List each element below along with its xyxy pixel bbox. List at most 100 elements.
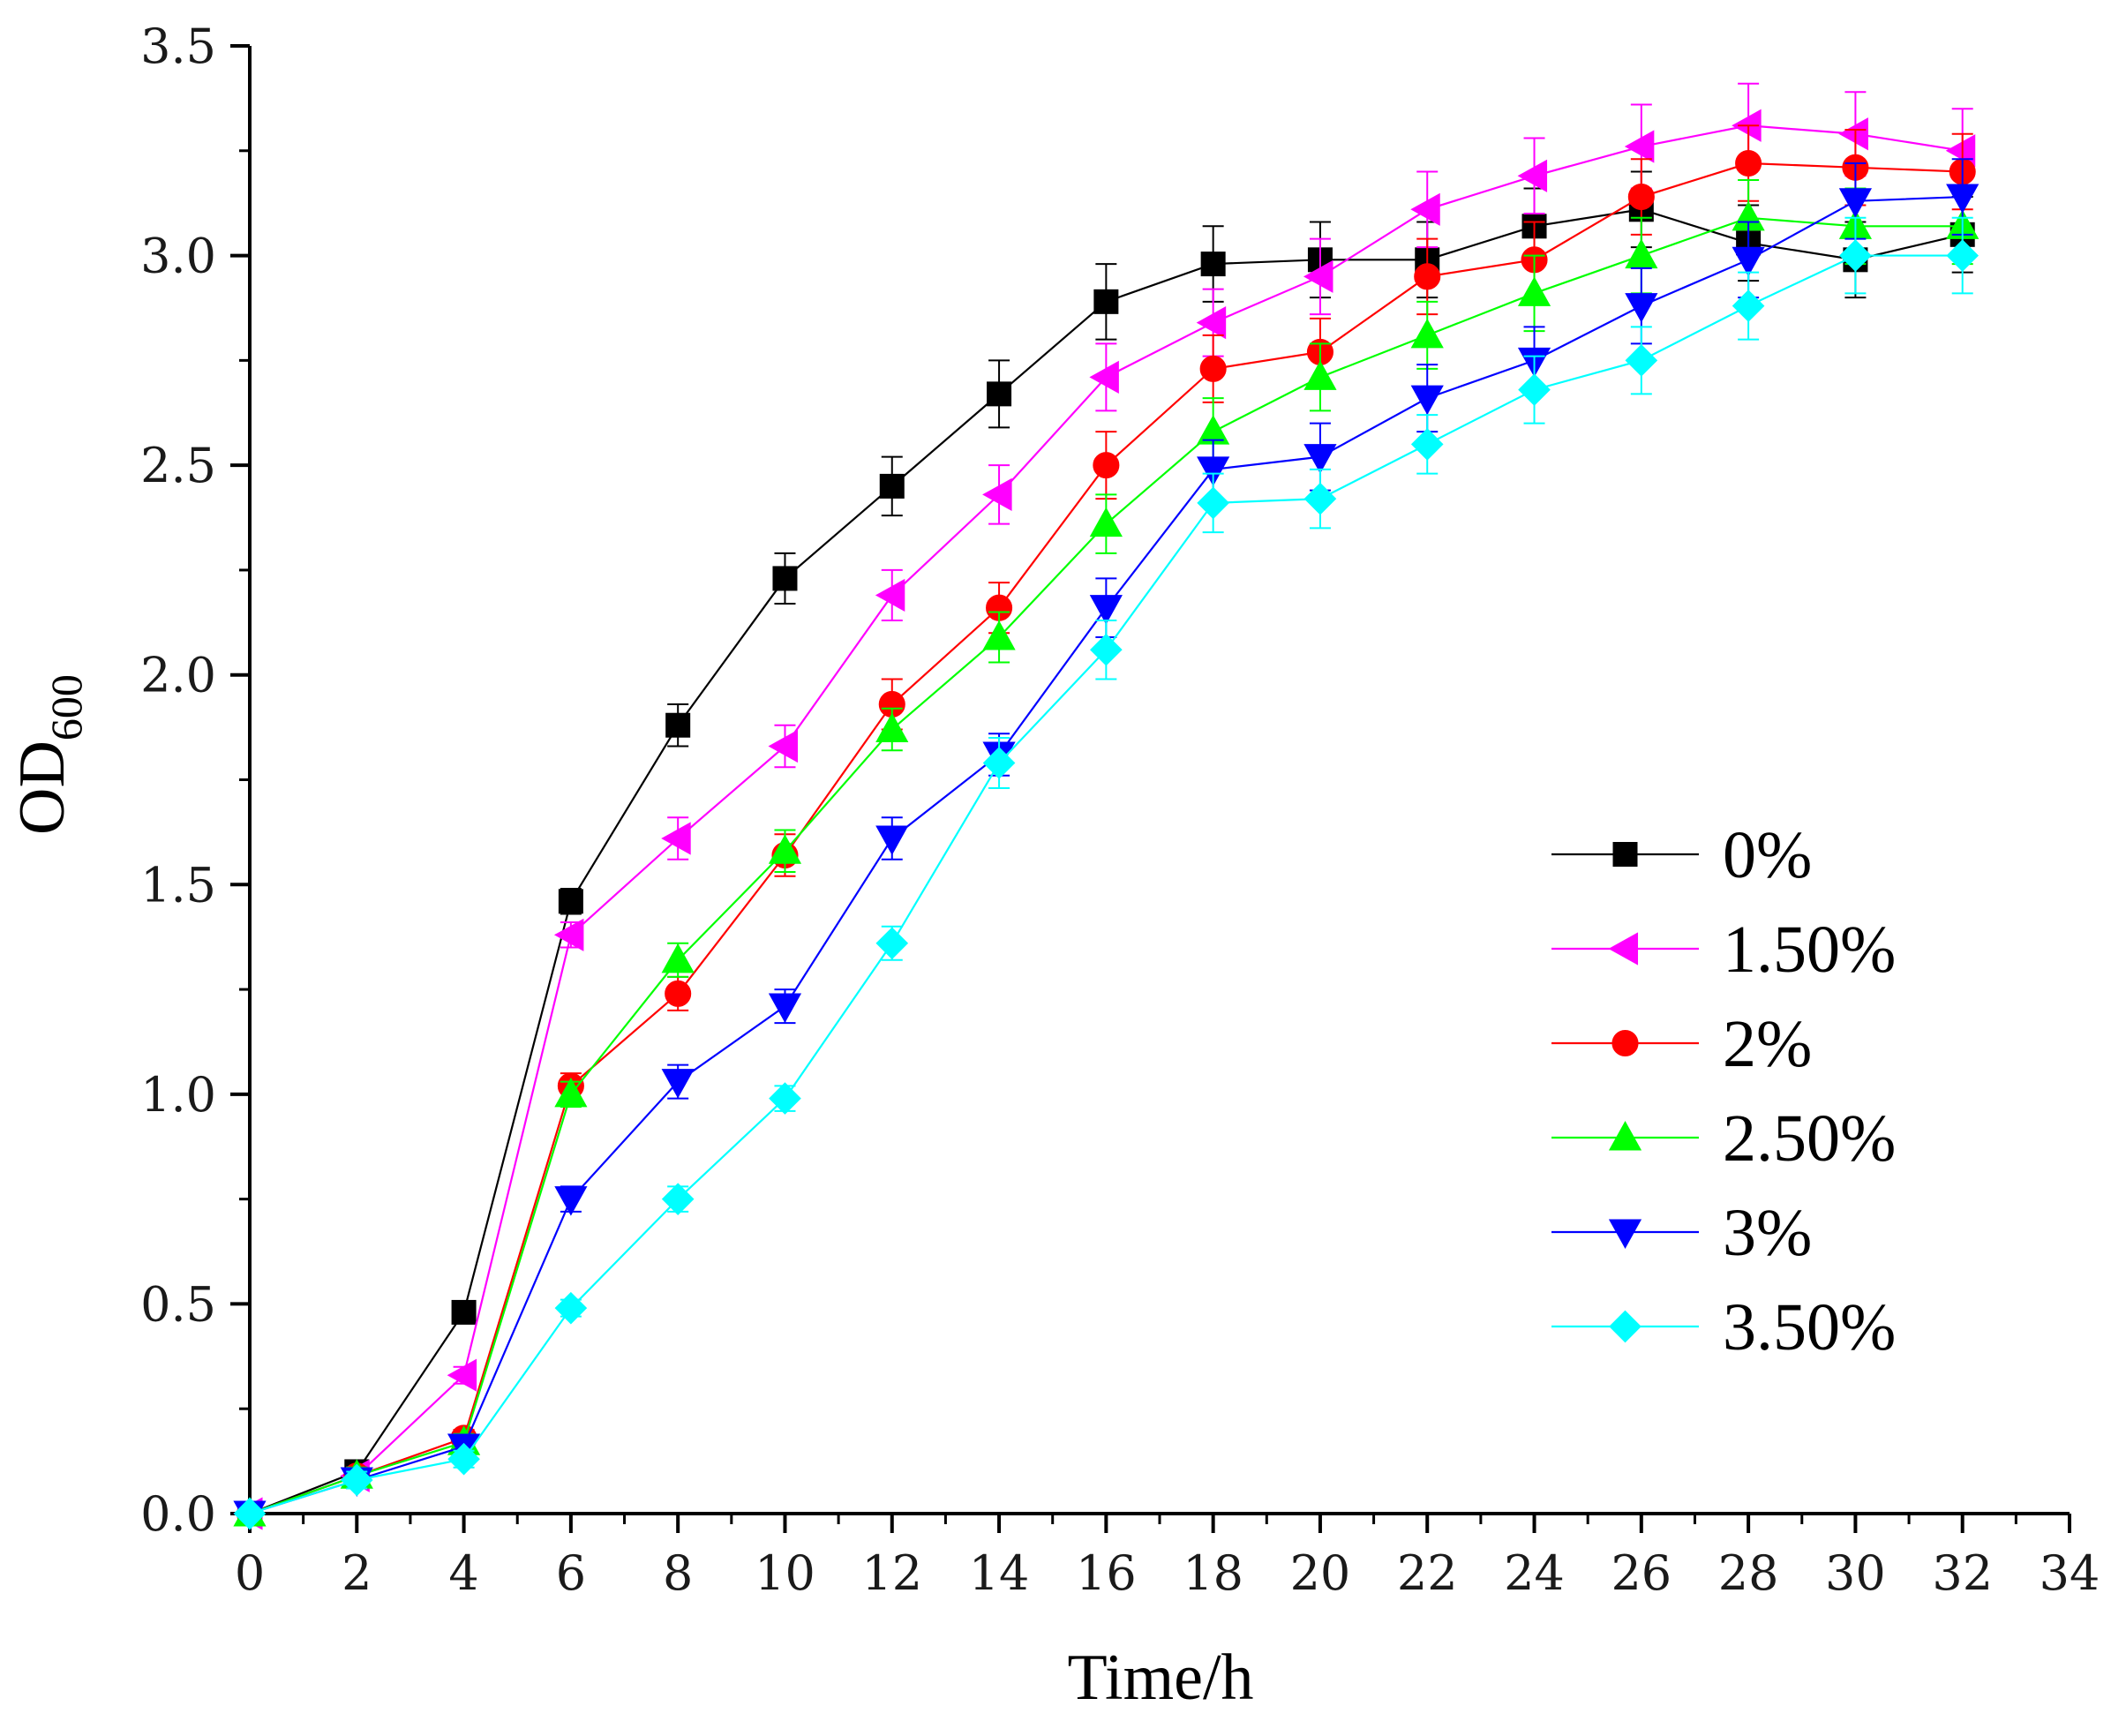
legend-item: 0% — [1551, 818, 1812, 892]
legend-label: 0% — [1723, 818, 1812, 892]
data-point — [447, 1442, 480, 1476]
data-point — [1093, 452, 1120, 479]
x-tick-label: 28 — [1718, 1545, 1779, 1601]
legend-label: 1.50% — [1723, 913, 1896, 987]
data-point — [554, 1186, 588, 1216]
y-axis-title: OD600 — [6, 674, 91, 835]
data-point — [1946, 184, 1980, 214]
legend-marker — [1611, 1029, 1639, 1057]
data-point — [875, 578, 905, 612]
data-point — [1838, 188, 1873, 218]
data-point — [1627, 184, 1655, 211]
data-point — [233, 1497, 267, 1530]
y-tick-label: 0.0 — [140, 1486, 216, 1542]
data-point — [1518, 373, 1551, 406]
x-tick-label: 20 — [1290, 1545, 1351, 1601]
series-3-50 — [233, 216, 1980, 1530]
legend-item: 2.50% — [1551, 1101, 1896, 1176]
data-point — [665, 712, 691, 738]
y-axis-title-subscript: 600 — [41, 674, 91, 740]
data-point — [1517, 276, 1551, 306]
data-point — [1093, 289, 1119, 314]
data-point — [772, 566, 798, 591]
data-point — [1838, 117, 1868, 151]
y-tick-label: 2.5 — [140, 438, 216, 493]
legend-item: 2% — [1551, 1007, 1812, 1081]
data-point — [1303, 444, 1337, 474]
data-point — [982, 477, 1012, 512]
y-tick-label: 0.5 — [140, 1276, 216, 1332]
legend-marker — [1612, 842, 1638, 867]
data-point — [1410, 428, 1444, 461]
axes: 0 2 4 6 8 10 12 14 16 18 20 22 24 26 28 30 32 340.00.51.0… — [140, 19, 2100, 1601]
legend-label: 3.50% — [1723, 1290, 1896, 1364]
data-point — [1089, 595, 1123, 625]
y-tick-label: 1.5 — [140, 857, 216, 913]
data-point — [1410, 385, 1444, 416]
data-point — [1089, 507, 1123, 537]
data-point — [661, 822, 691, 855]
data-point — [451, 1299, 477, 1325]
data-point — [769, 1082, 801, 1115]
data-point — [768, 993, 802, 1024]
data-point — [558, 889, 583, 914]
data-point — [553, 918, 584, 951]
data-point — [1625, 344, 1658, 377]
legend-label: 2.50% — [1723, 1101, 1896, 1176]
data-point — [1732, 246, 1765, 277]
legend-label: 3% — [1723, 1196, 1812, 1270]
y-tick-label: 2.0 — [140, 648, 216, 703]
data-point — [1945, 134, 1976, 168]
x-tick-label: 22 — [1397, 1545, 1458, 1601]
data-point — [1196, 305, 1227, 340]
x-tick-label: 24 — [1504, 1545, 1565, 1601]
x-tick-label: 8 — [663, 1545, 693, 1601]
data-point — [554, 1291, 588, 1325]
data-point — [982, 747, 1016, 779]
data-point — [987, 381, 1012, 407]
legend-item: 3.50% — [1551, 1290, 1896, 1364]
data-point — [768, 834, 802, 864]
data-point — [1200, 252, 1226, 277]
y-tick-label: 1.0 — [140, 1067, 216, 1123]
legend-marker — [1609, 1310, 1641, 1343]
x-tick-label: 6 — [556, 1545, 586, 1601]
legend: 0% 1.50% 2% 2.50% 3% 3.50% — [1551, 818, 1896, 1364]
data-point — [1303, 360, 1337, 390]
data-point — [1090, 633, 1123, 666]
data-point — [661, 943, 695, 973]
data-point — [1625, 293, 1658, 323]
x-tick-label: 34 — [2040, 1545, 2100, 1601]
y-tick-label: 3.0 — [140, 229, 216, 284]
x-tick-label: 12 — [861, 1545, 922, 1601]
data-point — [875, 927, 909, 960]
x-tick-label: 4 — [448, 1545, 478, 1601]
x-tick-label: 10 — [755, 1545, 815, 1601]
data-point — [875, 712, 909, 743]
series-line — [249, 216, 1963, 1515]
data-point — [661, 1183, 695, 1215]
data-point — [1624, 130, 1655, 163]
x-axis-title: Time/h — [1067, 1642, 1253, 1714]
data-point — [879, 473, 905, 499]
data-point — [1089, 360, 1119, 394]
data-point — [1735, 150, 1762, 177]
data-point — [447, 1358, 477, 1392]
data-point — [1303, 482, 1337, 515]
x-tick-label: 2 — [342, 1545, 372, 1601]
data-point — [1517, 159, 1548, 192]
legend-marker — [1608, 932, 1639, 966]
legend-marker — [1608, 1219, 1642, 1249]
data-point — [1410, 318, 1444, 349]
data-point — [1732, 289, 1765, 322]
data-point — [1197, 486, 1229, 520]
data-point — [661, 1069, 695, 1099]
data-point — [1199, 355, 1227, 382]
data-point — [1414, 263, 1441, 290]
x-tick-label: 18 — [1183, 1545, 1243, 1601]
legend-item: 3% — [1551, 1196, 1812, 1270]
data-point — [554, 1077, 588, 1108]
legend-label: 2% — [1723, 1007, 1812, 1081]
data-point — [1303, 259, 1333, 293]
